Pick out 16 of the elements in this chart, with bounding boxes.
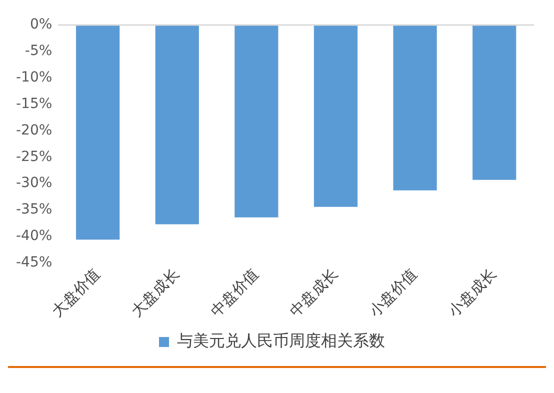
- legend-label: 与美元兑人民币周度相关系数: [177, 331, 385, 350]
- y-tick-label: -5%: [24, 43, 52, 60]
- y-tick-label: -40%: [16, 228, 52, 244]
- y-tick-label: -45%: [16, 254, 52, 270]
- y-tick-label: -35%: [16, 202, 52, 218]
- y-tick-label: -30%: [16, 175, 52, 192]
- y-tick-label: 0%: [30, 16, 52, 33]
- y-tick-label: -20%: [16, 122, 52, 138]
- y-tick-label: -25%: [16, 148, 52, 165]
- y-tick-label: -10%: [16, 69, 52, 86]
- x-tick-label: 大盘成长: [128, 265, 183, 320]
- x-tick-label: 中盘成长: [286, 265, 342, 320]
- x-tick-label: 小盘成长: [444, 265, 500, 320]
- y-tick-label: -15%: [16, 96, 52, 112]
- x-tick-label: 小盘价值: [365, 265, 421, 320]
- x-tick-label: 中盘价值: [206, 265, 262, 320]
